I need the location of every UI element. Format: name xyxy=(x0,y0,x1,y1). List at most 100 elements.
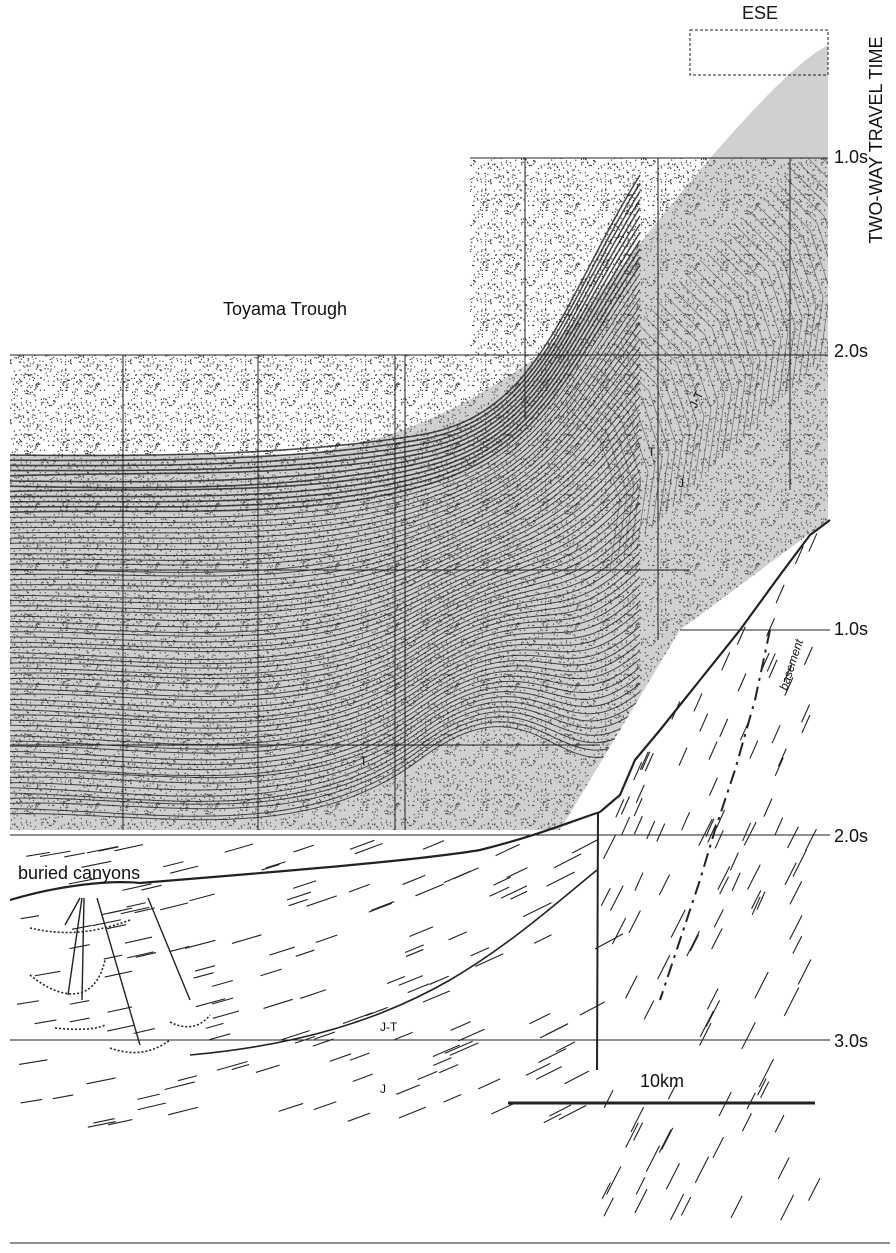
stratum-dash xyxy=(17,1001,39,1005)
stratum-dash xyxy=(604,1198,613,1216)
stratum-dash xyxy=(104,955,123,959)
stratum-dash xyxy=(687,931,700,956)
stratum-dash xyxy=(448,932,466,940)
stratum-dash xyxy=(690,935,698,951)
stratum-dash xyxy=(642,752,650,770)
stratum-dash xyxy=(634,1123,643,1141)
stratum-dash xyxy=(178,1076,197,1081)
stratum-dash xyxy=(269,947,294,955)
stratum-dash xyxy=(743,823,751,841)
stratum-dash xyxy=(610,886,623,911)
stratum-dash xyxy=(636,785,644,803)
stratum-dash xyxy=(170,866,198,873)
panel-title: Toyama Trough xyxy=(223,299,347,319)
stratum-dash xyxy=(296,950,315,956)
stratum-dash xyxy=(666,1163,679,1189)
stratum-dash xyxy=(160,903,188,910)
stratum-dash xyxy=(730,852,738,870)
stratum-dash xyxy=(580,1002,605,1015)
stratum-dash xyxy=(713,1137,724,1158)
stratum-dash xyxy=(194,973,214,978)
stratum-dash xyxy=(759,1059,773,1087)
stratum-dash xyxy=(776,585,784,603)
unit-label: J xyxy=(678,476,684,490)
stratum-dash xyxy=(564,1071,588,1084)
stratum-dash xyxy=(612,918,625,944)
stratum-dash xyxy=(261,864,279,870)
stratum-dash xyxy=(279,1103,304,1111)
stratum-dash xyxy=(35,971,61,975)
stratum-dash xyxy=(679,748,687,766)
annotation: buried canyons xyxy=(18,863,140,883)
stratum-dash xyxy=(402,875,425,884)
stratum-dash xyxy=(141,885,161,890)
stratum-dash xyxy=(300,990,326,999)
stratum-dash xyxy=(405,945,424,953)
stratum-dash xyxy=(775,758,783,776)
stratum-dash xyxy=(330,1054,351,1062)
stratum-dash xyxy=(443,1094,461,1102)
stratum-dash xyxy=(454,868,479,879)
stratum-dash xyxy=(165,1082,195,1090)
stratum-dash xyxy=(681,1197,690,1215)
stratum-dash xyxy=(260,969,281,976)
stratum-dash xyxy=(603,835,615,859)
stratum-dash xyxy=(534,935,551,944)
stratum-dash xyxy=(439,1065,458,1073)
stratum-dash xyxy=(616,799,624,817)
stratum-dash xyxy=(409,927,433,937)
buried-canyon-outlines xyxy=(30,920,210,1053)
stratum-dash xyxy=(546,872,574,886)
stratum-dash xyxy=(206,1023,223,1028)
arrow xyxy=(148,898,190,1000)
stratum-dash xyxy=(695,1157,708,1183)
time-label: 2.0s xyxy=(834,341,868,361)
stratum-dash xyxy=(396,1085,419,1094)
stratum-dash xyxy=(742,1113,751,1131)
stratum-dash xyxy=(399,1107,426,1118)
stratum-dash xyxy=(778,749,786,767)
stratum-dash xyxy=(622,817,630,835)
stratum-dash xyxy=(314,1102,337,1110)
stratum-dash xyxy=(70,1018,90,1022)
stratum-dash xyxy=(195,966,215,971)
stratum-dash xyxy=(540,1024,567,1038)
stratum-dash xyxy=(353,1074,373,1082)
stratum-dash xyxy=(471,948,489,956)
stratum-dash xyxy=(72,925,92,929)
stratum-dash xyxy=(559,1105,586,1119)
stratum-dash xyxy=(775,818,783,836)
canyon xyxy=(110,1040,170,1053)
stratum-dash xyxy=(629,910,640,932)
stratum-dash xyxy=(126,903,145,907)
stratum-dash xyxy=(732,873,740,891)
stratum-dash xyxy=(700,1011,713,1037)
canyon xyxy=(55,1025,105,1029)
stratum-dash xyxy=(682,812,690,830)
stratum-dash xyxy=(601,888,610,906)
stratum-dash xyxy=(634,816,642,834)
stratum-dash xyxy=(750,741,758,759)
stratum-dash xyxy=(266,862,286,868)
unit-label: J-T xyxy=(380,1020,398,1034)
stratum-dash xyxy=(371,902,394,911)
stratum-dash xyxy=(529,1014,550,1024)
fault xyxy=(597,812,598,1070)
stratum-dash xyxy=(714,910,723,928)
stratum-dash xyxy=(387,976,405,983)
stratum-dash xyxy=(767,618,775,636)
time-label: 3.0s xyxy=(834,1031,868,1051)
stratum-dash xyxy=(523,903,551,917)
stratum-dash xyxy=(621,796,629,814)
stratum-dash xyxy=(348,1113,370,1121)
stratum-dash xyxy=(350,1053,369,1060)
stratum-dash xyxy=(103,911,121,915)
direction-label: ESE xyxy=(742,3,778,23)
stratum-dash xyxy=(712,928,723,949)
stratum-dash xyxy=(706,1000,719,1026)
stratum-dash xyxy=(764,799,772,817)
stratum-dash xyxy=(767,653,775,671)
stratum-dash xyxy=(554,854,581,868)
unit-label: T xyxy=(648,445,656,459)
stratum-dash xyxy=(809,1178,820,1200)
